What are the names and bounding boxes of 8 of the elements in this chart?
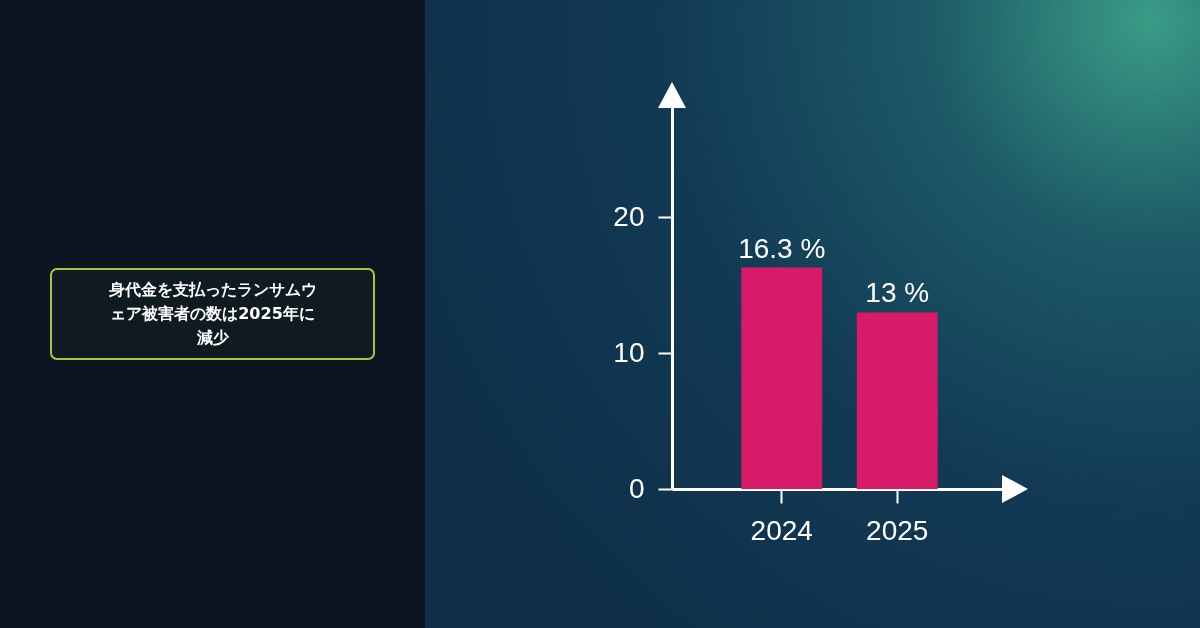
y-tick-label: 20 <box>613 200 645 232</box>
text: 身代金を支払ったランサムウェア被害者の数は2025年に減少 <box>107 279 318 349</box>
y-tick-label: 10 <box>613 336 645 368</box>
x-tick-label: 2025 <box>866 514 929 546</box>
data-label: 13 % <box>865 277 930 309</box>
y-tick-label: 0 <box>628 472 645 504</box>
data-label: 16.3 % <box>738 232 826 264</box>
x-tick-label: 2024 <box>750 514 813 546</box>
